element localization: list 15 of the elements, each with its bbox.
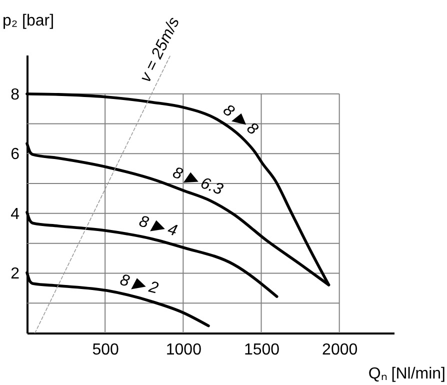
text: 8 ▶ 8: [220, 102, 261, 139]
y-tick-label: 6: [10, 146, 20, 164]
x-tick-label: 2000: [322, 342, 358, 358]
y-tick-label: 8: [10, 86, 20, 104]
text: 8 ▶ 6.3: [170, 164, 226, 199]
text: 8 ▶ 4: [137, 213, 180, 240]
x-axis-title: Qₙ [Nl/min]: [368, 366, 446, 382]
y-axis-title: p₂ [bar]: [2, 12, 54, 30]
x-tick-label: 500: [92, 342, 120, 358]
y-tick-label: 2: [10, 266, 20, 283]
y-tick-label: 4: [10, 206, 20, 223]
text: 8 ▶ 2: [118, 272, 160, 298]
x-tick-label: 1000: [166, 342, 202, 358]
text: v = 25m/s: [137, 14, 184, 86]
x-tick-label: 1500: [244, 342, 280, 358]
